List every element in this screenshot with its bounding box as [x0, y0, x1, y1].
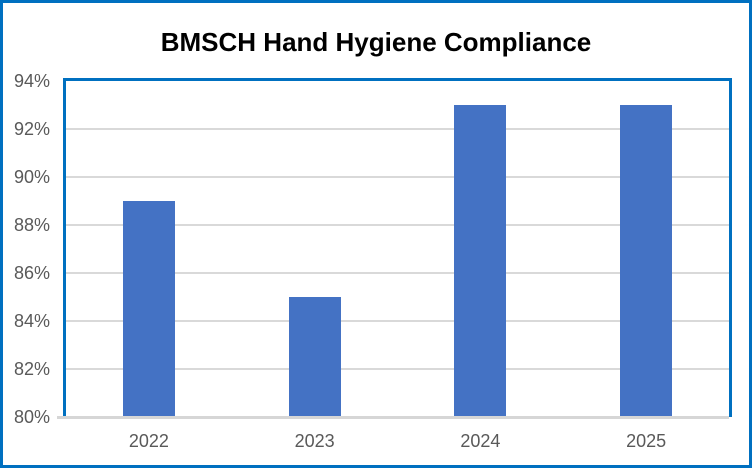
- y-tick-label: 86%: [13, 263, 50, 283]
- gridline: [66, 224, 729, 226]
- gridline: [66, 176, 729, 178]
- x-tick-label: 2023: [294, 431, 335, 451]
- plot-area: [63, 78, 732, 417]
- y-tick-label: 80%: [13, 407, 50, 427]
- y-tick-label: 94%: [13, 71, 50, 91]
- gridline: [66, 368, 729, 370]
- bar-2024: [454, 105, 507, 417]
- y-tick-label: 88%: [13, 215, 50, 235]
- gridline: [66, 272, 729, 274]
- bar-2025: [620, 105, 673, 417]
- x-tick-label: 2025: [626, 431, 667, 451]
- bar-2022: [122, 201, 175, 417]
- x-tick-label: 2024: [460, 431, 501, 451]
- gridline: [66, 128, 729, 130]
- x-tick-label: 2022: [128, 431, 169, 451]
- chart-title: BMSCH Hand Hygiene Compliance: [160, 27, 592, 57]
- gridline: [66, 320, 729, 322]
- y-tick-label: 90%: [13, 167, 50, 187]
- y-tick-label: 84%: [13, 311, 50, 331]
- x-axis-line: [57, 416, 729, 419]
- y-tick-label: 92%: [13, 119, 50, 139]
- bar-2023: [288, 297, 341, 417]
- y-tick-label: 82%: [13, 359, 50, 379]
